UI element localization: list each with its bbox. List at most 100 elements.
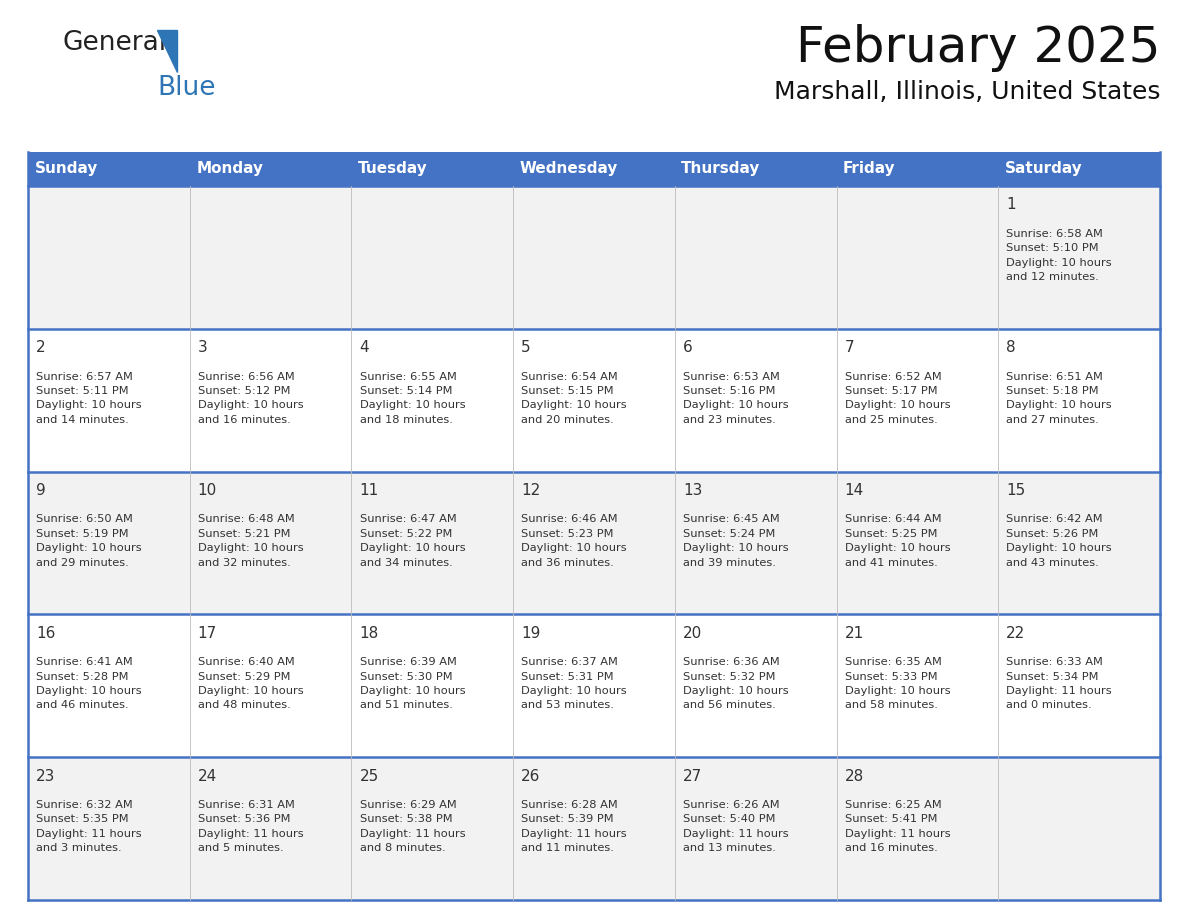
Bar <box>29 757 190 900</box>
Text: Sunrise: 6:28 AM
Sunset: 5:39 PM
Daylight: 11 hours
and 11 minutes.: Sunrise: 6:28 AM Sunset: 5:39 PM Dayligh… <box>522 800 627 853</box>
Bar <box>190 329 352 472</box>
Text: Friday: Friday <box>843 162 896 176</box>
Text: 1: 1 <box>1006 197 1016 212</box>
Text: 17: 17 <box>197 626 217 641</box>
Bar <box>29 472 190 614</box>
Bar <box>836 186 998 329</box>
Text: Sunrise: 6:58 AM
Sunset: 5:10 PM
Daylight: 10 hours
and 12 minutes.: Sunrise: 6:58 AM Sunset: 5:10 PM Dayligh… <box>1006 229 1112 282</box>
Text: 24: 24 <box>197 768 217 784</box>
Text: Wednesday: Wednesday <box>519 162 618 176</box>
Text: Sunrise: 6:53 AM
Sunset: 5:16 PM
Daylight: 10 hours
and 23 minutes.: Sunrise: 6:53 AM Sunset: 5:16 PM Dayligh… <box>683 372 789 425</box>
Bar <box>675 329 836 472</box>
Polygon shape <box>157 30 177 72</box>
Text: Sunrise: 6:25 AM
Sunset: 5:41 PM
Daylight: 11 hours
and 16 minutes.: Sunrise: 6:25 AM Sunset: 5:41 PM Dayligh… <box>845 800 950 853</box>
Text: 7: 7 <box>845 341 854 355</box>
Bar <box>352 757 513 900</box>
Text: 22: 22 <box>1006 626 1025 641</box>
Text: 20: 20 <box>683 626 702 641</box>
Text: Sunrise: 6:42 AM
Sunset: 5:26 PM
Daylight: 10 hours
and 43 minutes.: Sunrise: 6:42 AM Sunset: 5:26 PM Dayligh… <box>1006 514 1112 567</box>
Bar <box>675 472 836 614</box>
Text: Sunrise: 6:37 AM
Sunset: 5:31 PM
Daylight: 10 hours
and 53 minutes.: Sunrise: 6:37 AM Sunset: 5:31 PM Dayligh… <box>522 657 627 711</box>
Text: 5: 5 <box>522 341 531 355</box>
Text: Sunrise: 6:45 AM
Sunset: 5:24 PM
Daylight: 10 hours
and 39 minutes.: Sunrise: 6:45 AM Sunset: 5:24 PM Dayligh… <box>683 514 789 567</box>
Bar <box>513 186 675 329</box>
Text: February 2025: February 2025 <box>796 24 1159 72</box>
Text: 19: 19 <box>522 626 541 641</box>
Text: Sunrise: 6:39 AM
Sunset: 5:30 PM
Daylight: 10 hours
and 51 minutes.: Sunrise: 6:39 AM Sunset: 5:30 PM Dayligh… <box>360 657 466 711</box>
Text: Sunrise: 6:35 AM
Sunset: 5:33 PM
Daylight: 10 hours
and 58 minutes.: Sunrise: 6:35 AM Sunset: 5:33 PM Dayligh… <box>845 657 950 711</box>
Text: Sunrise: 6:51 AM
Sunset: 5:18 PM
Daylight: 10 hours
and 27 minutes.: Sunrise: 6:51 AM Sunset: 5:18 PM Dayligh… <box>1006 372 1112 425</box>
Text: Thursday: Thursday <box>682 162 760 176</box>
Bar <box>513 614 675 757</box>
Text: 25: 25 <box>360 768 379 784</box>
Text: 9: 9 <box>36 483 46 498</box>
Text: Sunrise: 6:32 AM
Sunset: 5:35 PM
Daylight: 11 hours
and 3 minutes.: Sunrise: 6:32 AM Sunset: 5:35 PM Dayligh… <box>36 800 141 853</box>
Text: Sunrise: 6:44 AM
Sunset: 5:25 PM
Daylight: 10 hours
and 41 minutes.: Sunrise: 6:44 AM Sunset: 5:25 PM Dayligh… <box>845 514 950 567</box>
Text: Sunrise: 6:31 AM
Sunset: 5:36 PM
Daylight: 11 hours
and 5 minutes.: Sunrise: 6:31 AM Sunset: 5:36 PM Dayligh… <box>197 800 303 853</box>
Text: Blue: Blue <box>157 75 215 101</box>
Text: General: General <box>62 30 166 56</box>
Bar <box>352 186 513 329</box>
Text: Sunrise: 6:48 AM
Sunset: 5:21 PM
Daylight: 10 hours
and 32 minutes.: Sunrise: 6:48 AM Sunset: 5:21 PM Dayligh… <box>197 514 303 567</box>
Text: Sunrise: 6:40 AM
Sunset: 5:29 PM
Daylight: 10 hours
and 48 minutes.: Sunrise: 6:40 AM Sunset: 5:29 PM Dayligh… <box>197 657 303 711</box>
Text: 13: 13 <box>683 483 702 498</box>
Text: Tuesday: Tuesday <box>358 162 428 176</box>
Text: 8: 8 <box>1006 341 1016 355</box>
Text: 11: 11 <box>360 483 379 498</box>
Text: 16: 16 <box>36 626 56 641</box>
Text: 28: 28 <box>845 768 864 784</box>
Bar <box>998 757 1159 900</box>
Text: Sunrise: 6:54 AM
Sunset: 5:15 PM
Daylight: 10 hours
and 20 minutes.: Sunrise: 6:54 AM Sunset: 5:15 PM Dayligh… <box>522 372 627 425</box>
Bar <box>29 329 190 472</box>
Bar <box>675 757 836 900</box>
Bar <box>836 757 998 900</box>
Text: Sunrise: 6:55 AM
Sunset: 5:14 PM
Daylight: 10 hours
and 18 minutes.: Sunrise: 6:55 AM Sunset: 5:14 PM Dayligh… <box>360 372 466 425</box>
Text: Sunrise: 6:46 AM
Sunset: 5:23 PM
Daylight: 10 hours
and 36 minutes.: Sunrise: 6:46 AM Sunset: 5:23 PM Dayligh… <box>522 514 627 567</box>
Bar <box>675 614 836 757</box>
Text: 27: 27 <box>683 768 702 784</box>
Text: 26: 26 <box>522 768 541 784</box>
Text: 10: 10 <box>197 483 217 498</box>
Text: Sunrise: 6:47 AM
Sunset: 5:22 PM
Daylight: 10 hours
and 34 minutes.: Sunrise: 6:47 AM Sunset: 5:22 PM Dayligh… <box>360 514 466 567</box>
Text: Marshall, Illinois, United States: Marshall, Illinois, United States <box>773 80 1159 104</box>
Bar <box>513 757 675 900</box>
Text: 23: 23 <box>36 768 56 784</box>
Text: Sunrise: 6:50 AM
Sunset: 5:19 PM
Daylight: 10 hours
and 29 minutes.: Sunrise: 6:50 AM Sunset: 5:19 PM Dayligh… <box>36 514 141 567</box>
Text: Sunrise: 6:41 AM
Sunset: 5:28 PM
Daylight: 10 hours
and 46 minutes.: Sunrise: 6:41 AM Sunset: 5:28 PM Dayligh… <box>36 657 141 711</box>
Text: 6: 6 <box>683 341 693 355</box>
Text: Sunrise: 6:33 AM
Sunset: 5:34 PM
Daylight: 11 hours
and 0 minutes.: Sunrise: 6:33 AM Sunset: 5:34 PM Dayligh… <box>1006 657 1112 711</box>
Text: Sunrise: 6:56 AM
Sunset: 5:12 PM
Daylight: 10 hours
and 16 minutes.: Sunrise: 6:56 AM Sunset: 5:12 PM Dayligh… <box>197 372 303 425</box>
Bar <box>352 329 513 472</box>
Text: 21: 21 <box>845 626 864 641</box>
Bar <box>675 186 836 329</box>
Text: 4: 4 <box>360 341 369 355</box>
Bar <box>513 472 675 614</box>
Text: Sunrise: 6:36 AM
Sunset: 5:32 PM
Daylight: 10 hours
and 56 minutes.: Sunrise: 6:36 AM Sunset: 5:32 PM Dayligh… <box>683 657 789 711</box>
Text: Sunday: Sunday <box>34 162 97 176</box>
Bar <box>836 614 998 757</box>
Text: Saturday: Saturday <box>1005 162 1082 176</box>
Text: 15: 15 <box>1006 483 1025 498</box>
Bar <box>29 152 1159 186</box>
Text: 3: 3 <box>197 341 208 355</box>
Bar <box>513 329 675 472</box>
Bar <box>352 472 513 614</box>
Text: 18: 18 <box>360 626 379 641</box>
Bar <box>998 472 1159 614</box>
Text: 12: 12 <box>522 483 541 498</box>
Bar <box>190 614 352 757</box>
Bar <box>29 186 190 329</box>
Text: 14: 14 <box>845 483 864 498</box>
Text: Sunrise: 6:57 AM
Sunset: 5:11 PM
Daylight: 10 hours
and 14 minutes.: Sunrise: 6:57 AM Sunset: 5:11 PM Dayligh… <box>36 372 141 425</box>
Bar <box>190 472 352 614</box>
Bar <box>352 614 513 757</box>
Bar <box>190 757 352 900</box>
Text: Sunrise: 6:26 AM
Sunset: 5:40 PM
Daylight: 11 hours
and 13 minutes.: Sunrise: 6:26 AM Sunset: 5:40 PM Dayligh… <box>683 800 789 853</box>
Bar <box>190 186 352 329</box>
Bar <box>836 329 998 472</box>
Bar <box>998 329 1159 472</box>
Bar <box>998 614 1159 757</box>
Text: Sunrise: 6:52 AM
Sunset: 5:17 PM
Daylight: 10 hours
and 25 minutes.: Sunrise: 6:52 AM Sunset: 5:17 PM Dayligh… <box>845 372 950 425</box>
Text: Sunrise: 6:29 AM
Sunset: 5:38 PM
Daylight: 11 hours
and 8 minutes.: Sunrise: 6:29 AM Sunset: 5:38 PM Dayligh… <box>360 800 466 853</box>
Text: Monday: Monday <box>196 162 264 176</box>
